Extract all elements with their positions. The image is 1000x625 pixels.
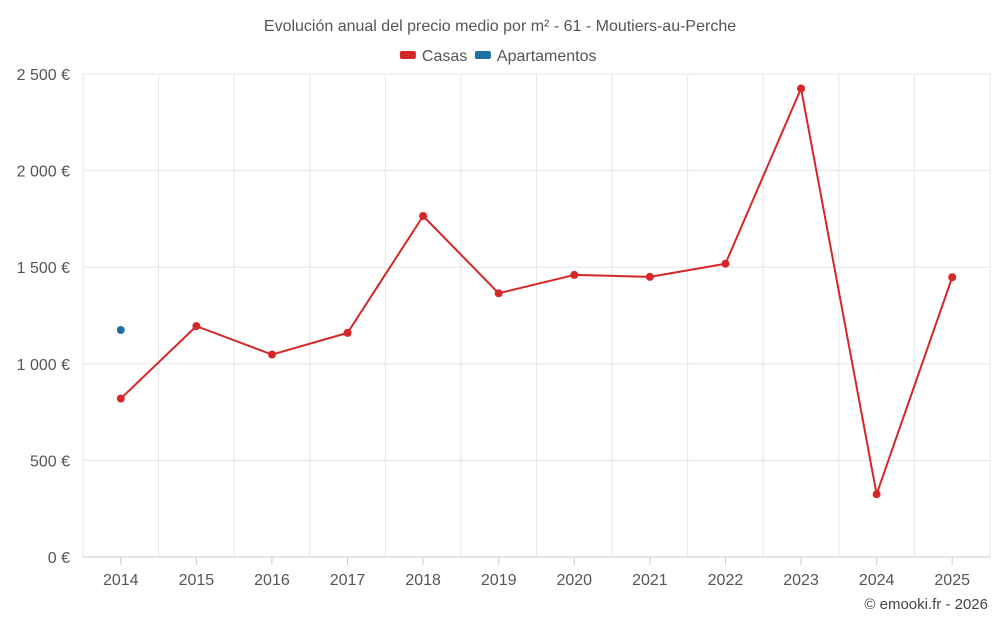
data-point-casas xyxy=(645,272,654,281)
data-point-apartamentos xyxy=(116,325,125,334)
y-tick-label: 0 € xyxy=(48,550,70,567)
y-tick-label: 1 000 € xyxy=(17,357,70,374)
x-axis-ticks: 2014 2015 2016 2017 2018 2019 2020 2021 2022 2023… xyxy=(103,557,970,589)
x-tick-label: 2025 xyxy=(934,572,970,589)
y-tick-label: 1 500 € xyxy=(17,260,70,277)
chart-title: Evolución anual del precio medio por m² … xyxy=(264,18,736,35)
data-point-casas xyxy=(419,212,428,221)
x-tick-label: 2022 xyxy=(708,572,744,589)
x-tick-label: 2020 xyxy=(556,572,592,589)
grid xyxy=(82,73,991,558)
x-tick-label: 2019 xyxy=(481,572,517,589)
x-tick-label: 2021 xyxy=(632,572,668,589)
data-point-casas xyxy=(570,270,579,279)
legend-label: Apartamentos xyxy=(497,48,597,65)
data-point-casas xyxy=(343,328,352,337)
data-point-casas xyxy=(267,350,276,359)
legend-swatch xyxy=(399,51,416,59)
x-tick-label: 2023 xyxy=(783,572,819,589)
data-point-casas xyxy=(721,259,730,268)
x-tick-label: 2015 xyxy=(179,572,215,589)
x-tick-label: 2014 xyxy=(103,572,139,589)
legend-swatch xyxy=(474,51,491,59)
y-tick-label: 500 € xyxy=(30,453,70,470)
x-tick-label: 2018 xyxy=(405,572,441,589)
legend: Casas Apartamentos xyxy=(399,48,597,65)
y-tick-label: 2 500 € xyxy=(17,67,70,84)
series-line-casas xyxy=(120,87,954,496)
x-tick-label: 2017 xyxy=(330,572,366,589)
legend-label: Casas xyxy=(422,48,467,65)
data-point-casas xyxy=(948,273,957,282)
data-point-casas xyxy=(797,84,806,93)
series-layer xyxy=(116,84,957,499)
credit-text: © emooki.fr - 2026 xyxy=(864,596,988,613)
x-tick-label: 2016 xyxy=(254,572,290,589)
data-point-casas xyxy=(192,322,201,331)
y-axis-ticks: 0 € 500 € 1 000 € 1 500 € 2 000 € 2 500 € xyxy=(17,67,70,567)
y-tick-label: 2 000 € xyxy=(17,164,70,181)
data-point-casas xyxy=(116,394,125,403)
data-point-casas xyxy=(494,289,503,298)
data-point-casas xyxy=(872,490,881,499)
x-tick-label: 2024 xyxy=(859,572,895,589)
